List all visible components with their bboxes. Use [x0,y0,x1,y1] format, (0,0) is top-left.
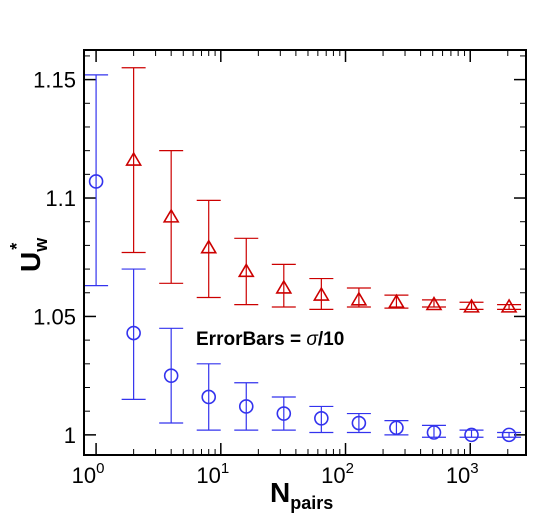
data-point-triangle [500,298,518,313]
x-axis-title-sub: pairs [290,493,333,513]
data-point-triangle [463,298,480,313]
data-point-circle [389,420,404,436]
y-tick-label: 1.1 [45,186,76,211]
x-tick-label-exp: 1 [221,460,229,477]
y-axis-title-sub: w [31,237,51,253]
x-axis-title: Npairs [270,477,333,513]
series-circle [84,74,522,443]
data-point-circle [126,325,141,341]
x-tick-label-exp: 0 [96,460,104,477]
data-point-triangle [162,208,180,223]
y-tick-label: 1 [64,423,76,448]
x-tick-label: 101 [196,460,229,488]
y-axis-title-sup: * [7,243,27,250]
x-tick-label-exp: 2 [346,460,354,477]
y-tick-label: 1.05 [33,304,76,329]
data-point-triangle [125,151,143,166]
data-point-circle [426,425,442,440]
data-point-circle [501,427,517,443]
data-point-circle [163,368,179,383]
x-tick-label-base: 10 [321,463,345,488]
data-point-triangle [200,239,218,254]
x-tick-label-base: 10 [446,463,470,488]
y-axis-title: Uw * [7,237,51,272]
annotation-rhs: /10 [318,329,344,350]
x-tick-label: 103 [446,460,479,488]
data-point-circle [351,415,367,431]
plot-frame [83,49,527,456]
x-tick-label-base: 10 [72,463,96,488]
data-point-triangle [275,279,293,294]
series-triangle [121,67,522,313]
series-layer [84,67,522,443]
data-point-circle [238,399,254,414]
data-point-triangle [350,291,368,306]
y-tick-label: 1.15 [33,68,76,93]
x-axis-title-main: N [270,477,290,508]
data-point-circle [314,410,329,426]
data-point-circle [88,174,104,189]
data-point-triangle [237,262,255,278]
annotation-sigma: σ [306,329,319,350]
data-point-circle [201,389,217,405]
x-tick-label-exp: 3 [470,460,478,477]
data-point-circle [464,427,479,443]
svg-text:Uw*: Uw * [7,237,51,272]
annotation-label: ErrorBars = σ/10 [196,329,344,350]
data-point-triangle [388,293,405,308]
x-tick-label-base: 10 [196,463,220,488]
y-axis-title-main: U [15,252,46,272]
x-tick-label: 100 [72,460,105,488]
annotation-lhs: ErrorBars = [196,329,306,350]
x-tick-label: 102 [321,460,354,488]
data-point-triangle [312,286,330,301]
data-point-circle [276,406,292,421]
data-point-triangle [425,296,443,311]
